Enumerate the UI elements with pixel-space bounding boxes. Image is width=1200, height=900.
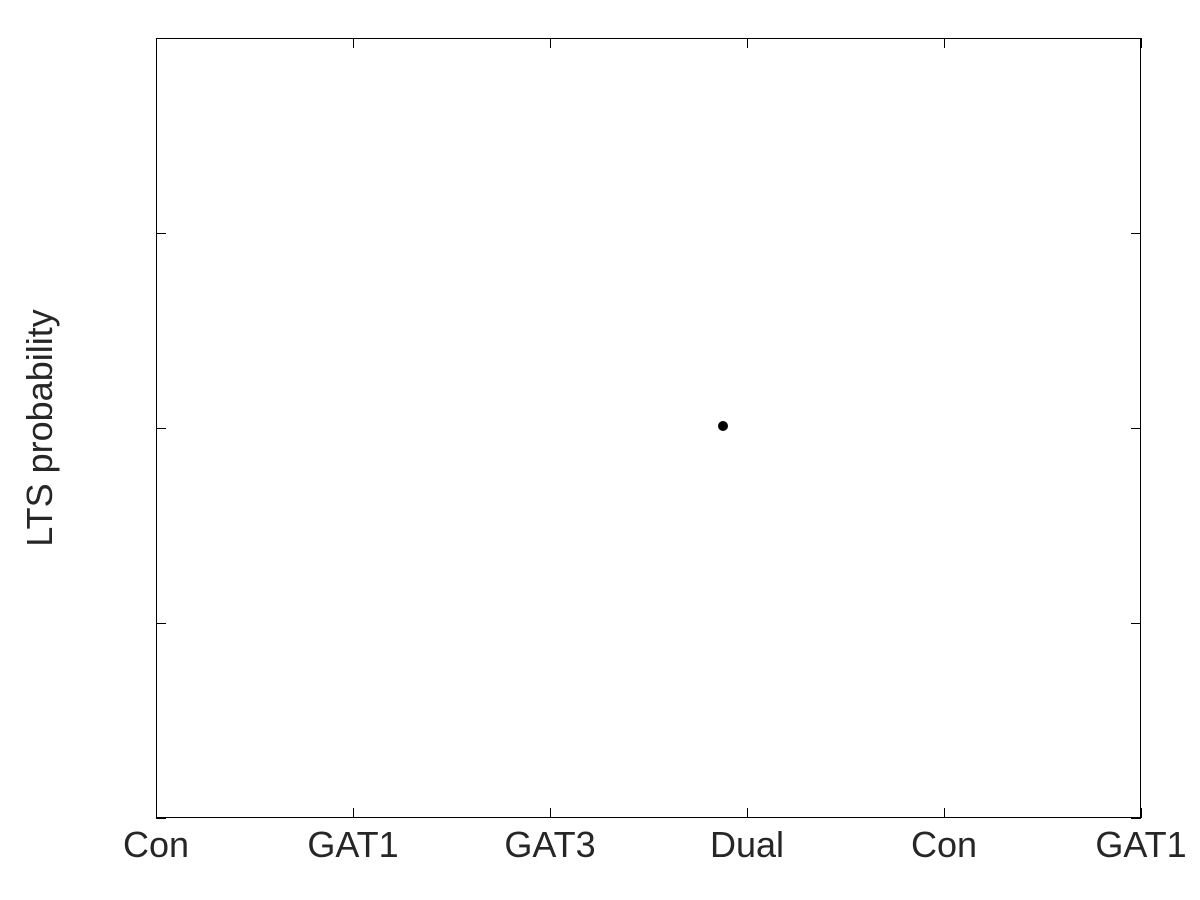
y-tick-mark [156,428,166,430]
y-tick-mark [1131,233,1141,235]
x-tick-mark [353,38,355,48]
y-tick-mark [156,818,166,820]
x-tick-label: Dual [710,824,784,866]
x-tick-mark [353,808,355,818]
data-point [718,421,728,431]
x-tick-label: Con [123,824,189,866]
x-tick-mark [156,808,158,818]
x-tick-mark [1141,38,1143,48]
y-tick-mark [1131,623,1141,625]
x-tick-mark [944,808,946,818]
x-tick-mark [944,38,946,48]
x-tick-mark [550,808,552,818]
x-tick-label: GAT1 [1095,824,1186,866]
plot-area [156,38,1141,818]
y-tick-mark [1131,428,1141,430]
y-tick-mark [1131,38,1141,40]
x-tick-label: GAT1 [307,824,398,866]
y-tick-mark [156,38,166,40]
y-tick-mark [156,233,166,235]
x-tick-mark [550,38,552,48]
y-axis-label: LTS probability [19,309,61,546]
x-tick-label: GAT3 [504,824,595,866]
y-tick-mark [1131,818,1141,820]
y-tick-mark [156,623,166,625]
x-tick-mark [156,38,158,48]
x-tick-mark [1141,808,1143,818]
x-tick-mark [747,38,749,48]
x-tick-label: Con [911,824,977,866]
x-tick-mark [747,808,749,818]
